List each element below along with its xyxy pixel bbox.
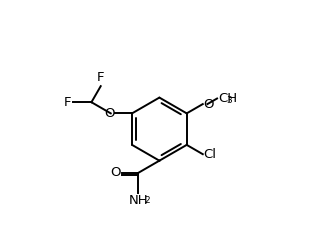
- Text: 2: 2: [145, 196, 150, 205]
- Text: O: O: [110, 166, 120, 179]
- Text: Cl: Cl: [204, 148, 217, 161]
- Text: F: F: [64, 96, 72, 109]
- Text: NH: NH: [129, 194, 148, 207]
- Text: O: O: [104, 107, 115, 120]
- Text: 3: 3: [227, 96, 232, 105]
- Text: O: O: [203, 98, 214, 111]
- Text: F: F: [97, 71, 104, 84]
- Text: CH: CH: [218, 92, 237, 105]
